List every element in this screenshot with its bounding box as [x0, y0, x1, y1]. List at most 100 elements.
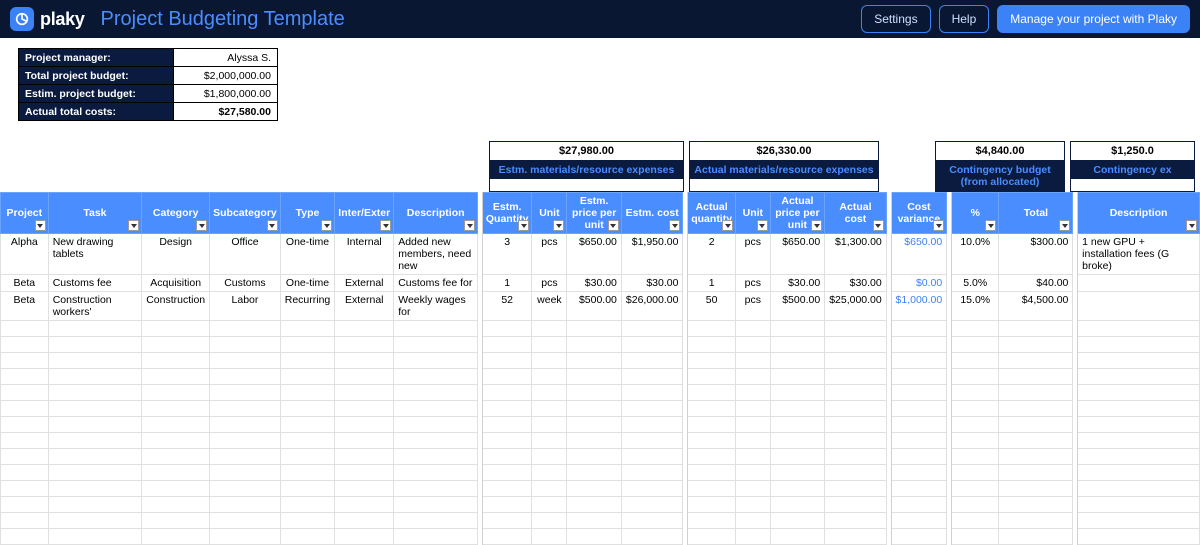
- cell-ce_desc[interactable]: [1078, 292, 1200, 321]
- cell-est_cost[interactable]: $30.00: [621, 275, 683, 292]
- empty-cell[interactable]: [48, 513, 142, 529]
- empty-cell[interactable]: [532, 337, 567, 353]
- empty-cell[interactable]: [48, 401, 142, 417]
- empty-cell[interactable]: [394, 401, 478, 417]
- empty-cell[interactable]: [891, 369, 947, 385]
- empty-cell[interactable]: [280, 497, 335, 513]
- cell-est_qty[interactable]: 52: [482, 292, 532, 321]
- help-button[interactable]: Help: [939, 5, 990, 33]
- empty-cell[interactable]: [48, 385, 142, 401]
- empty-cell[interactable]: [621, 449, 683, 465]
- empty-cell[interactable]: [825, 433, 887, 449]
- empty-cell[interactable]: [770, 337, 825, 353]
- empty-cell[interactable]: [621, 417, 683, 433]
- empty-cell[interactable]: [1, 353, 49, 369]
- empty-cell[interactable]: [1, 369, 49, 385]
- empty-cell[interactable]: [280, 321, 335, 337]
- empty-cell[interactable]: [1078, 417, 1200, 433]
- cell-est_price[interactable]: $500.00: [567, 292, 622, 321]
- filter-dropdown-icon[interactable]: [518, 220, 529, 231]
- empty-cell[interactable]: [335, 321, 394, 337]
- empty-cell[interactable]: [1078, 353, 1200, 369]
- empty-cell[interactable]: [736, 417, 771, 433]
- empty-cell[interactable]: [280, 385, 335, 401]
- cell-ce_desc[interactable]: 1 new GPU + installation fees (G broke): [1078, 234, 1200, 275]
- cell-subcategory[interactable]: Office: [210, 234, 281, 275]
- empty-cell[interactable]: [532, 497, 567, 513]
- empty-cell[interactable]: [210, 497, 281, 513]
- empty-cell[interactable]: [48, 433, 142, 449]
- empty-cell[interactable]: [999, 465, 1073, 481]
- empty-cell[interactable]: [210, 465, 281, 481]
- empty-cell[interactable]: [142, 529, 210, 545]
- empty-cell[interactable]: [736, 433, 771, 449]
- empty-cell[interactable]: [999, 353, 1073, 369]
- empty-cell[interactable]: [999, 417, 1073, 433]
- empty-cell[interactable]: [482, 481, 532, 497]
- empty-row[interactable]: [1, 385, 1200, 401]
- column-header-project[interactable]: Project: [1, 193, 49, 234]
- empty-cell[interactable]: [532, 401, 567, 417]
- table-row[interactable]: BetaCustoms feeAcquisitionCustomsOne-tim…: [1, 275, 1200, 292]
- empty-cell[interactable]: [280, 529, 335, 545]
- cell-project[interactable]: Beta: [1, 275, 49, 292]
- empty-cell[interactable]: [335, 513, 394, 529]
- empty-cell[interactable]: [48, 465, 142, 481]
- table-row[interactable]: BetaConstruction workers'ConstructionLab…: [1, 292, 1200, 321]
- cell-est_unit[interactable]: pcs: [532, 275, 567, 292]
- empty-cell[interactable]: [891, 513, 947, 529]
- empty-cell[interactable]: [280, 417, 335, 433]
- filter-dropdown-icon[interactable]: [35, 220, 46, 231]
- empty-cell[interactable]: [142, 513, 210, 529]
- empty-cell[interactable]: [335, 465, 394, 481]
- empty-cell[interactable]: [952, 401, 999, 417]
- column-header-est_price[interactable]: Estm. price per unit: [567, 193, 622, 234]
- empty-cell[interactable]: [532, 481, 567, 497]
- empty-cell[interactable]: [1078, 497, 1200, 513]
- empty-cell[interactable]: [567, 433, 622, 449]
- empty-cell[interactable]: [532, 353, 567, 369]
- empty-cell[interactable]: [567, 417, 622, 433]
- cell-cb_total[interactable]: $40.00: [999, 275, 1073, 292]
- empty-cell[interactable]: [48, 417, 142, 433]
- empty-cell[interactable]: [394, 369, 478, 385]
- empty-row[interactable]: [1, 401, 1200, 417]
- empty-cell[interactable]: [1078, 369, 1200, 385]
- empty-cell[interactable]: [280, 337, 335, 353]
- cell-est_price[interactable]: $650.00: [567, 234, 622, 275]
- empty-cell[interactable]: [482, 337, 532, 353]
- empty-cell[interactable]: [621, 433, 683, 449]
- empty-cell[interactable]: [48, 321, 142, 337]
- empty-cell[interactable]: [482, 385, 532, 401]
- cell-interexter[interactable]: Internal: [335, 234, 394, 275]
- empty-cell[interactable]: [482, 529, 532, 545]
- empty-cell[interactable]: [482, 465, 532, 481]
- cell-description[interactable]: Customs fee for: [394, 275, 478, 292]
- empty-cell[interactable]: [770, 529, 825, 545]
- cell-cb_total[interactable]: $4,500.00: [999, 292, 1073, 321]
- empty-cell[interactable]: [1078, 465, 1200, 481]
- empty-cell[interactable]: [1078, 385, 1200, 401]
- empty-cell[interactable]: [621, 513, 683, 529]
- cell-est_qty[interactable]: 3: [482, 234, 532, 275]
- empty-cell[interactable]: [825, 449, 887, 465]
- empty-cell[interactable]: [825, 401, 887, 417]
- empty-cell[interactable]: [688, 465, 736, 481]
- empty-cell[interactable]: [1078, 401, 1200, 417]
- empty-cell[interactable]: [532, 321, 567, 337]
- empty-cell[interactable]: [210, 433, 281, 449]
- filter-dropdown-icon[interactable]: [380, 220, 391, 231]
- cell-description[interactable]: Added new members, need new: [394, 234, 478, 275]
- cell-variance[interactable]: $650.00: [891, 234, 947, 275]
- cell-category[interactable]: Design: [142, 234, 210, 275]
- cell-act_cost[interactable]: $25,000.00: [825, 292, 887, 321]
- empty-cell[interactable]: [736, 497, 771, 513]
- empty-cell[interactable]: [1, 497, 49, 513]
- empty-cell[interactable]: [999, 337, 1073, 353]
- empty-cell[interactable]: [688, 529, 736, 545]
- empty-cell[interactable]: [891, 449, 947, 465]
- empty-cell[interactable]: [1, 433, 49, 449]
- empty-cell[interactable]: [736, 513, 771, 529]
- cell-act_unit[interactable]: pcs: [736, 234, 771, 275]
- empty-cell[interactable]: [952, 513, 999, 529]
